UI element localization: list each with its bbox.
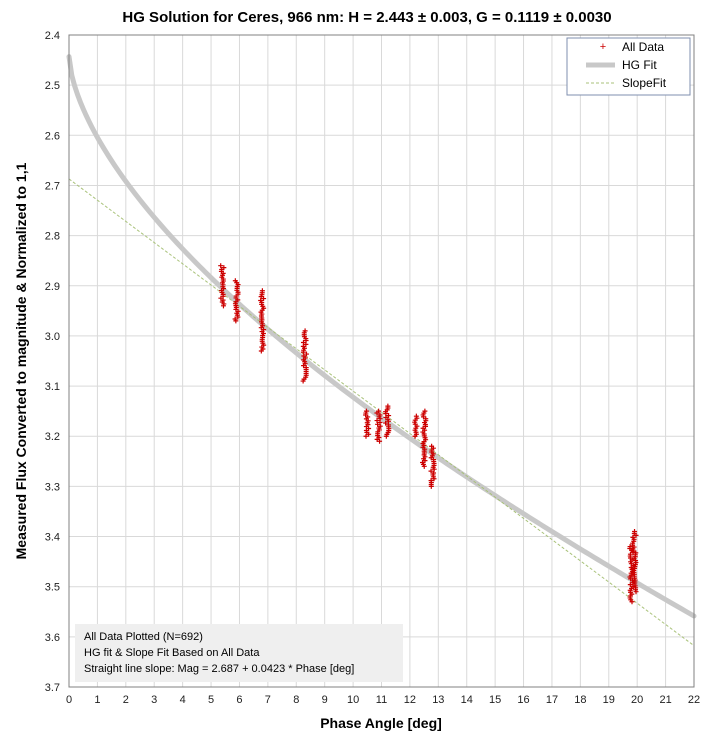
- slope-fit-segment: [68, 178, 695, 647]
- data-point: [431, 466, 437, 472]
- data-point: [421, 463, 427, 469]
- data-point: [233, 318, 239, 324]
- y-tick-label: 2.7: [45, 180, 60, 192]
- x-tick-label: 12: [404, 694, 416, 706]
- x-axis-label: Phase Angle [deg]: [320, 715, 442, 731]
- plot-frame: [68, 34, 695, 688]
- x-tick-label: 15: [489, 694, 501, 706]
- x-tick-label: 4: [180, 694, 186, 706]
- y-axis-label: Measured Flux Converted to magnitude & N…: [13, 162, 29, 559]
- y-tick-label: 3.1: [45, 381, 60, 393]
- x-tick-label: 8: [293, 694, 299, 706]
- data-point: [220, 303, 226, 309]
- x-tick-label: 2: [123, 694, 129, 706]
- data-point: [375, 421, 381, 427]
- grid: [68, 34, 695, 688]
- legend-marker-all-data: +: [600, 41, 606, 53]
- data-point: [366, 431, 372, 437]
- x-tick-label: 10: [347, 694, 359, 706]
- annotation-box: All Data Plotted (N=692) HG fit & Slope …: [75, 624, 403, 682]
- x-tick-label: 22: [688, 694, 700, 706]
- data-point: [431, 476, 437, 482]
- x-tick-label: 1: [94, 694, 100, 706]
- legend-label-hg-fit: HG Fit: [622, 58, 657, 72]
- data-point: [428, 468, 434, 474]
- data-point: [383, 433, 389, 439]
- y-tick-label: 3.2: [45, 431, 60, 443]
- data-point: [428, 483, 434, 489]
- data-point: [235, 314, 241, 320]
- annotation-line-1: All Data Plotted (N=692): [84, 631, 203, 643]
- data-point: [412, 433, 418, 439]
- data-point: [303, 341, 309, 347]
- x-tick-label: 18: [574, 694, 586, 706]
- data-point: [629, 599, 635, 605]
- hg-fit-line: [66, 54, 697, 619]
- y-tick-label: 2.6: [45, 130, 60, 142]
- x-tick-label: 14: [461, 694, 473, 706]
- x-tick-label: 19: [603, 694, 615, 706]
- data-points: [218, 263, 639, 605]
- y-tick-label: 3.5: [45, 582, 60, 594]
- data-point: [383, 420, 389, 426]
- data-point: [374, 410, 380, 416]
- data-point: [218, 263, 224, 269]
- data-point: [301, 363, 307, 369]
- data-point: [261, 296, 267, 302]
- data-point: [258, 348, 264, 354]
- data-point: [633, 532, 639, 538]
- data-point: [633, 589, 639, 595]
- x-tick-label: 20: [631, 694, 643, 706]
- x-tick-labels: 0 1 2 3 4 5 6 7 8 9 10 11 12 13 14 15 16 17 18 19 20 21 22: [66, 694, 700, 706]
- legend-label-all-data: All Data: [622, 40, 664, 54]
- y-tick-label: 2.4: [45, 30, 60, 42]
- hg-fit-curve: [66, 54, 697, 619]
- y-tick-label: 3.7: [45, 682, 60, 694]
- y-tick-label: 3.6: [45, 632, 60, 644]
- x-tick-label: 21: [659, 694, 671, 706]
- data-point: [377, 438, 383, 444]
- data-point: [303, 351, 309, 357]
- y-tick-label: 3.3: [45, 481, 60, 493]
- legend-label-slopefit: SlopeFit: [622, 76, 667, 90]
- data-point: [627, 582, 633, 588]
- annotation-line-3: Straight line slope: Mag = 2.687 + 0.042…: [84, 663, 354, 675]
- x-tick-label: 3: [151, 694, 157, 706]
- data-point: [386, 413, 392, 419]
- y-tick-label: 3.0: [45, 331, 60, 343]
- x-tick-label: 11: [376, 694, 387, 706]
- data-point: [300, 378, 306, 384]
- y-tick-label: 2.8: [45, 231, 60, 243]
- x-tick-label: 0: [66, 694, 72, 706]
- y-tick-labels: 2.4 2.5 2.6 2.7 2.8 2.9 3.0 3.1 3.2 3.3 3.4 3.5 3.6 3…: [45, 30, 60, 694]
- x-tick-label: 7: [265, 694, 271, 706]
- x-tick-label: 17: [546, 694, 558, 706]
- y-tick-label: 2.5: [45, 80, 60, 92]
- x-tick-label: 9: [322, 694, 328, 706]
- x-tick-label: 13: [432, 694, 444, 706]
- annotation-line-2: HG fit & Slope Fit Based on All Data: [84, 647, 260, 659]
- x-tick-label: 6: [236, 694, 242, 706]
- x-tick-label: 16: [517, 694, 529, 706]
- annotation-background: [75, 624, 403, 682]
- y-tick-label: 2.9: [45, 281, 60, 293]
- legend: + All Data HG Fit SlopeFit: [566, 37, 691, 96]
- y-tick-label: 3.4: [45, 532, 60, 544]
- slope-fit-line: [68, 178, 695, 647]
- x-tick-label: 5: [208, 694, 214, 706]
- data-point: [363, 433, 369, 439]
- chart-title: HG Solution for Ceres, 966 nm: H = 2.443…: [122, 9, 611, 26]
